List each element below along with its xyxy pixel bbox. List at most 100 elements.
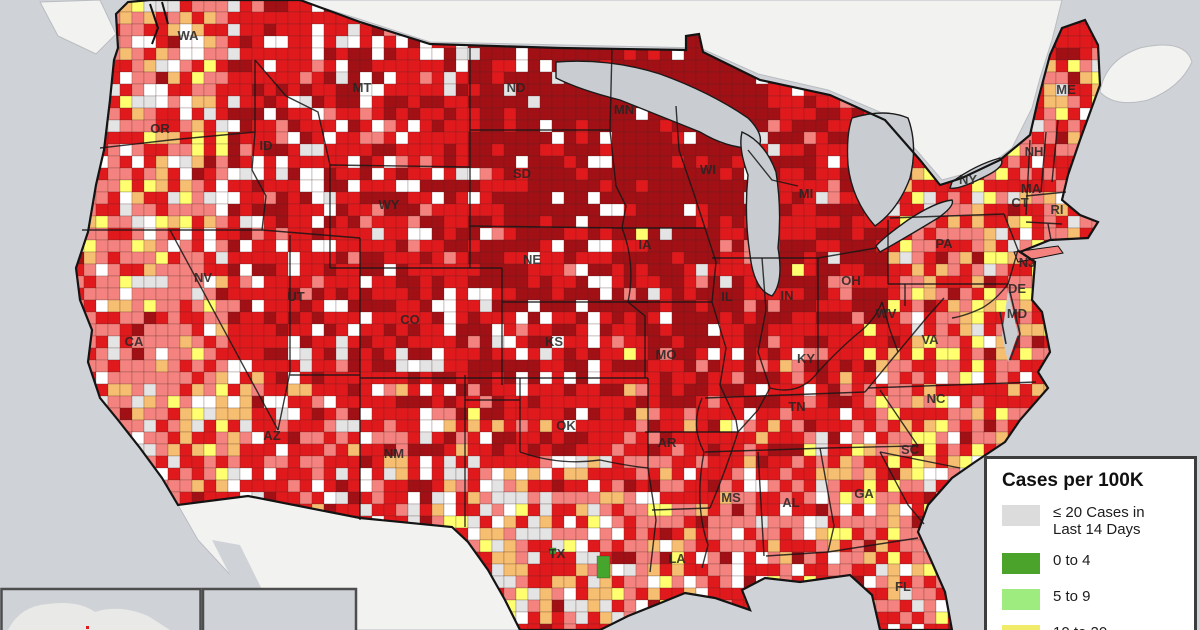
county xyxy=(563,479,577,493)
county xyxy=(563,503,577,517)
county xyxy=(899,359,913,373)
county xyxy=(203,239,217,253)
county xyxy=(719,191,733,205)
county xyxy=(983,251,997,265)
county xyxy=(575,359,589,373)
county xyxy=(563,527,577,541)
county xyxy=(491,47,505,61)
county xyxy=(959,191,973,205)
county xyxy=(407,71,421,85)
county xyxy=(863,251,877,265)
county xyxy=(275,299,289,313)
county xyxy=(599,419,613,433)
county xyxy=(395,71,409,85)
county xyxy=(191,11,205,25)
county xyxy=(275,347,289,361)
county xyxy=(947,395,961,409)
county xyxy=(383,239,397,253)
county xyxy=(935,467,949,481)
county xyxy=(719,407,733,421)
county xyxy=(731,83,745,97)
county xyxy=(551,275,565,289)
county xyxy=(647,191,661,205)
county xyxy=(131,287,145,301)
county xyxy=(731,527,745,541)
county xyxy=(791,167,805,181)
county xyxy=(395,395,409,409)
county xyxy=(491,155,505,169)
county xyxy=(515,563,529,577)
county xyxy=(551,347,565,361)
county xyxy=(731,95,745,109)
county xyxy=(659,407,673,421)
county xyxy=(359,383,373,397)
county xyxy=(467,335,481,349)
county xyxy=(275,263,289,277)
county xyxy=(263,239,277,253)
county xyxy=(539,155,553,169)
county xyxy=(359,107,373,121)
county xyxy=(131,131,145,145)
county xyxy=(875,251,889,265)
county xyxy=(983,215,997,229)
county xyxy=(503,587,517,601)
county xyxy=(743,299,757,313)
county xyxy=(827,263,841,277)
county xyxy=(1067,107,1081,121)
county xyxy=(503,455,517,469)
county xyxy=(803,335,817,349)
county xyxy=(707,419,721,433)
county xyxy=(863,563,877,577)
county xyxy=(443,203,457,217)
county xyxy=(671,467,685,481)
county xyxy=(359,119,373,133)
county xyxy=(803,215,817,229)
county xyxy=(671,179,685,193)
county xyxy=(839,179,853,193)
county xyxy=(839,527,853,541)
county xyxy=(827,251,841,265)
county xyxy=(887,551,901,565)
county xyxy=(419,467,433,481)
county xyxy=(935,455,949,469)
county xyxy=(827,419,841,433)
county xyxy=(851,359,865,373)
county xyxy=(959,383,973,397)
county xyxy=(443,479,457,493)
county xyxy=(515,95,529,109)
county xyxy=(995,419,1009,433)
county xyxy=(575,503,589,517)
county xyxy=(899,203,913,217)
county xyxy=(1055,215,1069,229)
county xyxy=(695,191,709,205)
county xyxy=(215,143,229,157)
county xyxy=(431,347,445,361)
county xyxy=(395,131,409,145)
county xyxy=(899,395,913,409)
county xyxy=(659,575,673,589)
county xyxy=(539,407,553,421)
county xyxy=(839,395,853,409)
county xyxy=(383,335,397,349)
county xyxy=(983,395,997,409)
county xyxy=(1007,395,1021,409)
county xyxy=(143,59,157,73)
county xyxy=(707,431,721,445)
county xyxy=(215,275,229,289)
county xyxy=(419,263,433,277)
county xyxy=(251,467,265,481)
county xyxy=(503,191,517,205)
county xyxy=(803,323,817,337)
county xyxy=(623,467,637,481)
county xyxy=(383,299,397,313)
county xyxy=(383,503,397,517)
county xyxy=(587,155,601,169)
county xyxy=(311,83,325,97)
county xyxy=(599,431,613,445)
county xyxy=(107,335,121,349)
county xyxy=(431,275,445,289)
county xyxy=(575,563,589,577)
county xyxy=(851,299,865,313)
county xyxy=(131,239,145,253)
county xyxy=(731,359,745,373)
